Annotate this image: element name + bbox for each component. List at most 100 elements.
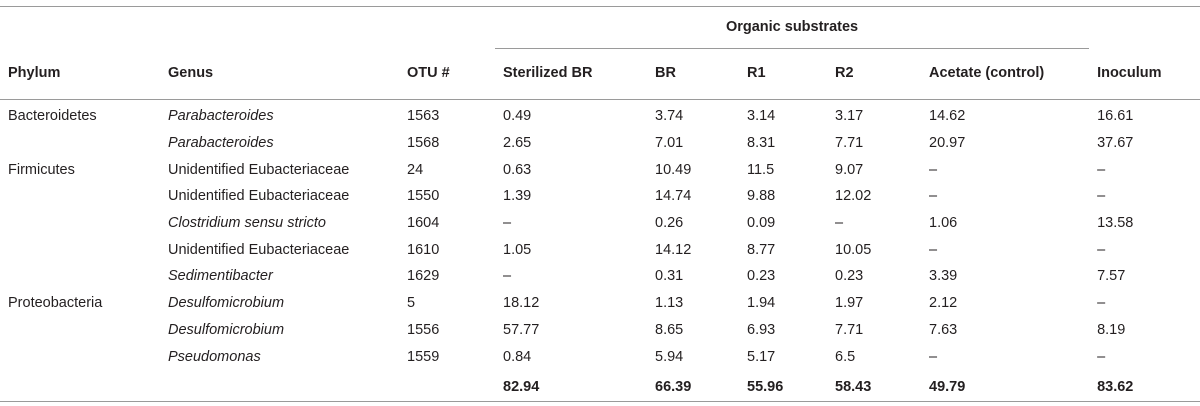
cell-sterilized-br: 1.05: [503, 241, 532, 258]
cell-sterilized-br: 18.12: [503, 295, 540, 312]
column-header-phylum: Phylum: [0, 47, 160, 100]
otu-abundance-table: Organic substrates Phylum Genus OTU # St…: [0, 6, 1200, 402]
cell-br: 8.65: [655, 321, 684, 338]
cell-sterilized-br: –: [503, 268, 512, 285]
cell-genus: Desulfomicrobium: [168, 295, 285, 312]
cell-genus: Pseudomonas: [168, 348, 261, 365]
cell-sterilized-br: 2.65: [503, 135, 532, 152]
cell-sterilized-br: 0.49: [503, 108, 532, 125]
cell-inoculum: 8.19: [1097, 321, 1126, 338]
cell-inoculum: 16.61: [1097, 108, 1134, 125]
cell-phylum: [0, 210, 160, 237]
table-row: Desulfomicrobium 1556 57.77 8.65 6.93 7.71 7.6…: [0, 317, 1200, 344]
cell-phylum: [0, 263, 160, 290]
column-header-acetate: Acetate (control): [921, 47, 1090, 100]
cell-sterilized-br: 1.39: [503, 188, 532, 205]
cell-r2: 6.5: [835, 348, 856, 365]
cell-otu: 1629: [407, 268, 440, 285]
cell-otu: 1556: [407, 321, 440, 338]
cell-genus: Unidentified Eubacteriaceae: [168, 241, 350, 258]
totals-section: 82.94 66.39 55.96 58.43 49.79 83.62: [0, 369, 1200, 402]
cell-otu: 1559: [407, 348, 440, 365]
cell-sterilized-br: 0.63: [503, 161, 532, 178]
cell-genus: Clostridium sensu stricto: [168, 215, 326, 232]
cell-r1: 6.93: [747, 321, 776, 338]
cell-r1: 0.23: [747, 268, 776, 285]
cell-r2: 3.17: [835, 108, 864, 125]
table-row: Unidentified Eubacteriaceae 1550 1.39 14.74…: [0, 183, 1200, 210]
table-header: Organic substrates Phylum Genus OTU # St…: [0, 6, 1200, 100]
cell-inoculum: –: [1097, 161, 1106, 178]
cell-otu: 5: [407, 295, 416, 312]
column-header-br: BR: [647, 47, 739, 100]
column-header-r1: R1: [739, 47, 827, 100]
cell-inoculum: 37.67: [1097, 135, 1134, 152]
table-row: Sedimentibacter 1629 – 0.31 0.23 0.23 3.39 7.57: [0, 263, 1200, 290]
table-row: Pseudomonas 1559 0.84 5.94 5.17 6.5 – –: [0, 343, 1200, 370]
cell-br: 0.31: [655, 268, 684, 285]
cell-br: 1.13: [655, 295, 684, 312]
table-row: Clostridium sensu stricto 1604 – 0.26 0.09 – 1…: [0, 210, 1200, 237]
cell-phylum: [0, 317, 160, 344]
cell-r1: 8.31: [747, 135, 776, 152]
cell-r2: 12.02: [835, 188, 872, 205]
cell-br: 10.49: [655, 161, 692, 178]
total-inoculum: 83.62: [1089, 369, 1200, 402]
column-header-row: Phylum Genus OTU # Sterilized BR BR R1 R…: [0, 47, 1200, 100]
cell-inoculum: –: [1097, 295, 1106, 312]
cell-inoculum: 13.58: [1097, 215, 1134, 232]
cell-sterilized-br: 0.84: [503, 348, 532, 365]
cell-phylum: [0, 343, 160, 370]
column-header-r2: R2: [827, 47, 921, 100]
cell-r2: 7.71: [835, 135, 864, 152]
cell-genus: Unidentified Eubacteriaceae: [168, 161, 350, 178]
cell-br: 14.74: [655, 188, 692, 205]
cell-sterilized-br: –: [503, 215, 512, 232]
total-sterilized-br: 82.94: [495, 369, 647, 402]
cell-genus: Parabacteroides: [168, 108, 274, 125]
cell-otu: 1550: [407, 188, 440, 205]
cell-acetate: 2.12: [929, 295, 958, 312]
cell-genus: Parabacteroides: [168, 135, 274, 152]
column-header-genus: Genus: [160, 47, 399, 100]
totals-row: 82.94 66.39 55.96 58.43 49.79 83.62: [0, 369, 1200, 402]
cell-acetate: –: [929, 241, 938, 258]
cell-acetate: –: [929, 161, 938, 178]
cell-r1: 1.94: [747, 295, 776, 312]
table-row: Bacteroidetes Parabacteroides 1563 0.49 3.74…: [0, 100, 1200, 130]
cell-r2: 7.71: [835, 321, 864, 338]
table-row: Firmicutes Unidentified Eubacteriaceae 24 0…: [0, 156, 1200, 183]
cell-phylum: [0, 130, 160, 157]
total-r2: 58.43: [827, 369, 921, 402]
cell-genus: Sedimentibacter: [168, 268, 273, 285]
column-header-otu: OTU #: [399, 47, 495, 100]
cell-genus: Desulfomicrobium: [168, 321, 285, 338]
total-acetate: 49.79: [921, 369, 1090, 402]
cell-acetate: 7.63: [929, 321, 958, 338]
table-row: Proteobacteria Desulfomicrobium 5 18.12 1.13…: [0, 290, 1200, 317]
cell-inoculum: 7.57: [1097, 268, 1126, 285]
total-br: 66.39: [647, 369, 739, 402]
cell-otu: 1604: [407, 215, 440, 232]
cell-otu: 24: [407, 161, 424, 178]
cell-r2: 10.05: [835, 241, 872, 258]
cell-br: 3.74: [655, 108, 684, 125]
cell-acetate: 1.06: [929, 215, 958, 232]
cell-br: 7.01: [655, 135, 684, 152]
cell-otu: 1610: [407, 241, 440, 258]
group-header-row: Organic substrates: [0, 6, 1200, 49]
total-r1: 55.96: [739, 369, 827, 402]
table-row: Parabacteroides 1568 2.65 7.01 8.31 7.71 20.97…: [0, 130, 1200, 157]
cell-r1: 3.14: [747, 108, 776, 125]
cell-inoculum: –: [1097, 348, 1106, 365]
cell-acetate: –: [929, 188, 938, 205]
cell-inoculum: –: [1097, 188, 1106, 205]
cell-r1: 9.88: [747, 188, 776, 205]
cell-genus: Unidentified Eubacteriaceae: [168, 188, 350, 205]
table-body: Bacteroidetes Parabacteroides 1563 0.49 3.74…: [0, 100, 1200, 370]
cell-phylum: Proteobacteria: [8, 295, 103, 312]
cell-otu: 1568: [407, 135, 440, 152]
cell-phylum: [0, 183, 160, 210]
cell-acetate: –: [929, 348, 938, 365]
cell-phylum: [0, 236, 160, 263]
